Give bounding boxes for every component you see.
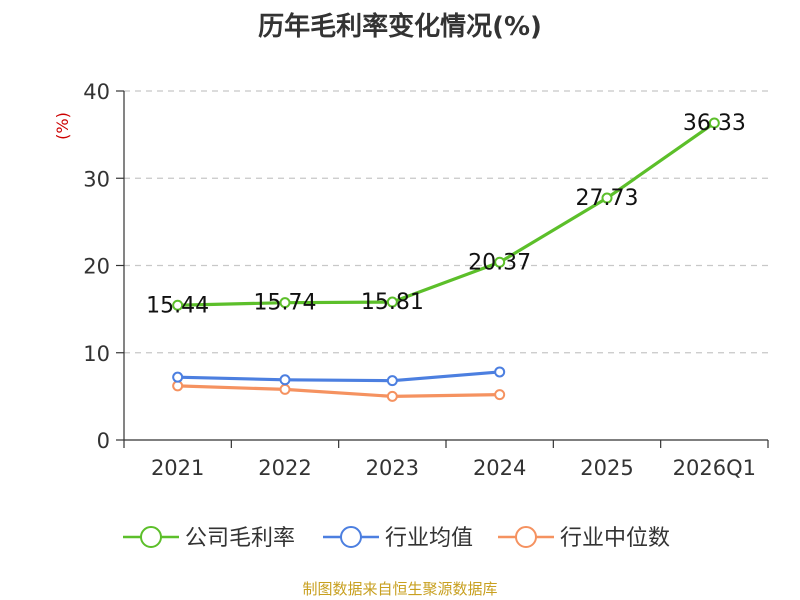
data-point (494, 366, 506, 378)
x-tick-label: 2022 (258, 456, 311, 480)
legend-label: 公司毛利率 (185, 526, 295, 551)
data-point (279, 297, 291, 309)
y-tick-label: 0 (97, 429, 110, 453)
data-point (386, 390, 398, 402)
series-line (177, 121, 716, 307)
legend-swatch-marker (140, 526, 162, 548)
data-point (601, 192, 613, 204)
source-note: 制图数据来自恒生聚源数据库 (302, 580, 498, 598)
grid-lines (124, 90, 768, 354)
data-label: 15.44 (146, 293, 209, 318)
y-tick-label: 10 (83, 342, 110, 366)
data-point (279, 383, 291, 395)
chart-title: 历年毛利率变化情况(%) (258, 12, 542, 42)
legend-swatch-marker (515, 526, 537, 548)
data-label: 36.33 (683, 111, 746, 136)
data-point (279, 374, 291, 386)
series-line (177, 370, 500, 383)
series-layer (172, 117, 720, 402)
series-line (177, 384, 500, 398)
data-point (708, 117, 720, 129)
y-tick-label: 20 (83, 255, 110, 279)
legend-swatch-marker (340, 526, 362, 548)
x-tick-label: 2025 (580, 456, 633, 480)
data-label: 20.37 (468, 250, 531, 275)
x-tick-label: 2026Q1 (673, 456, 756, 480)
axes: 0 10 20 30 40 2021 2022 2023 2024 2025 2026Q1 (83, 80, 769, 480)
x-tick-label: 2021 (151, 456, 204, 480)
x-tick-label: 2023 (366, 456, 419, 480)
data-label: 27.73 (576, 186, 639, 211)
data-labels: 15.44 15.74 15.81 20.37 27.73 36.33 (146, 111, 746, 318)
y-tick-label: 40 (83, 80, 110, 104)
legend-label: 行业中位数 (560, 526, 670, 551)
data-point (172, 299, 184, 311)
data-label: 15.81 (361, 290, 424, 315)
data-point (386, 296, 398, 308)
data-point (494, 256, 506, 268)
legend-label: 行业均值 (385, 526, 473, 551)
data-point (172, 380, 184, 392)
data-point (172, 371, 184, 383)
y-axis-label: (%) (53, 112, 72, 140)
x-tick-label: 2024 (473, 456, 526, 480)
legend: 公司毛利率 行业均值 行业中位数 (123, 526, 670, 551)
data-point (386, 375, 398, 387)
y-tick-label: 30 (83, 167, 110, 191)
data-point (494, 389, 506, 401)
data-label: 15.74 (254, 291, 317, 316)
